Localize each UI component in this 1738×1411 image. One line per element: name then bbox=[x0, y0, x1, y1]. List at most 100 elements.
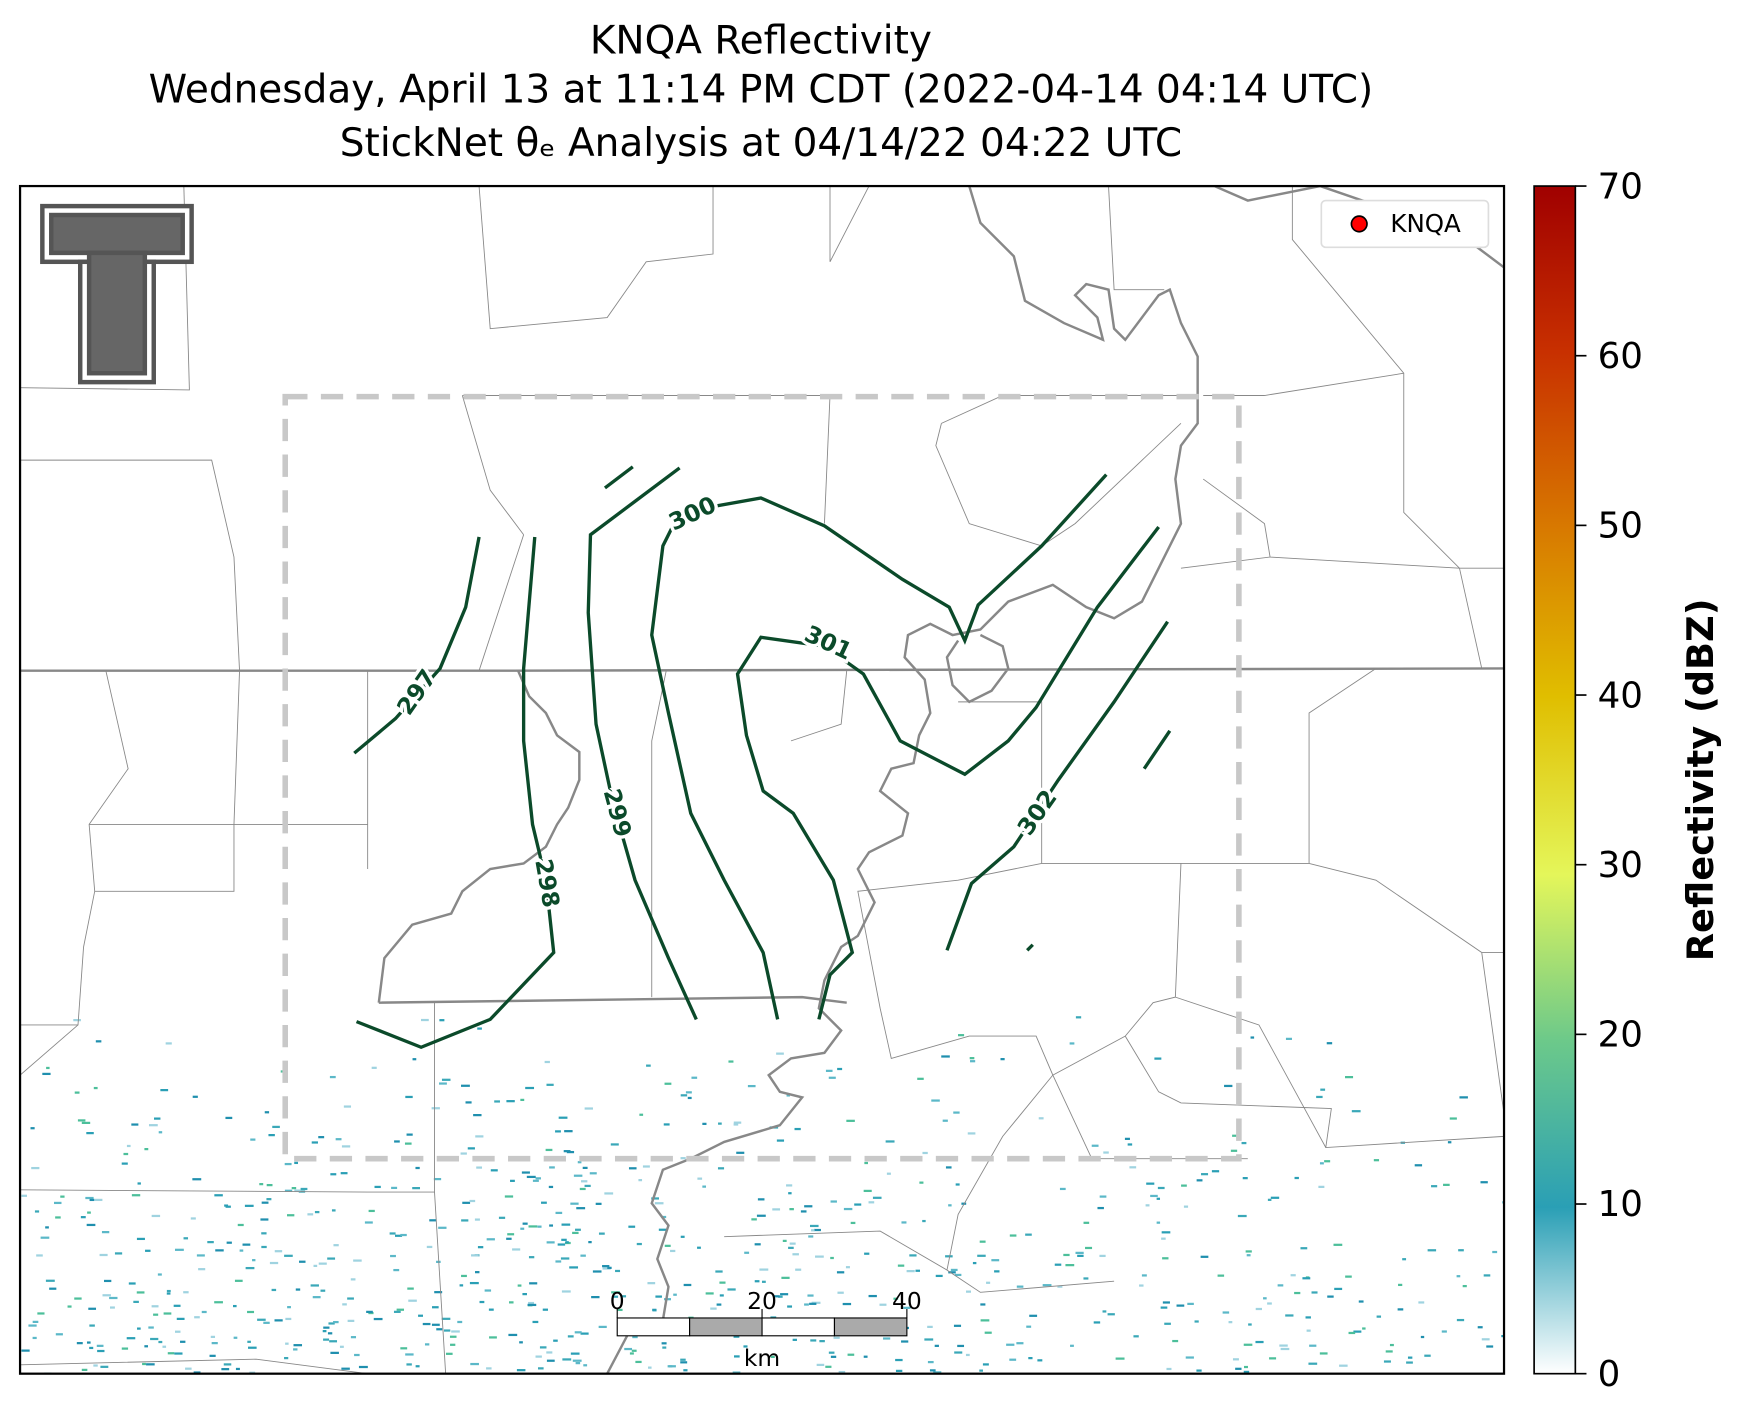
echo bbox=[293, 1344, 303, 1347]
echo bbox=[1242, 1177, 1248, 1180]
echo bbox=[264, 1111, 270, 1114]
echo bbox=[954, 1351, 963, 1354]
echo bbox=[1085, 1246, 1093, 1250]
echo bbox=[160, 1089, 169, 1092]
echo bbox=[45, 1226, 49, 1229]
echo bbox=[1127, 1143, 1133, 1146]
echo bbox=[1431, 1185, 1438, 1188]
echo bbox=[34, 1210, 40, 1213]
echo bbox=[477, 1246, 484, 1249]
echo bbox=[439, 1082, 447, 1085]
echo bbox=[320, 1289, 326, 1292]
echo bbox=[1305, 1316, 1311, 1319]
echo bbox=[663, 1123, 670, 1126]
contour-line bbox=[586, 465, 698, 1021]
scale-label: 0 bbox=[610, 1287, 625, 1315]
echo bbox=[715, 1270, 723, 1273]
echo bbox=[631, 1349, 637, 1352]
echo bbox=[433, 1177, 442, 1181]
scale-bar: 0 20 40 km bbox=[610, 1287, 922, 1372]
echo bbox=[400, 1347, 408, 1350]
echo bbox=[778, 1295, 783, 1298]
echo bbox=[815, 1255, 824, 1258]
echo bbox=[1318, 1185, 1325, 1188]
echo bbox=[30, 1127, 35, 1130]
echo bbox=[683, 1369, 688, 1372]
echo bbox=[1077, 1254, 1084, 1257]
echo bbox=[394, 1140, 400, 1143]
echo bbox=[451, 1330, 460, 1333]
echo bbox=[287, 1214, 295, 1217]
title-line: StickNet θₑ Analysis at 04/14/22 04:22 U… bbox=[340, 121, 1182, 166]
echo bbox=[175, 1330, 181, 1333]
contour-line bbox=[353, 536, 481, 755]
echo bbox=[546, 1351, 553, 1354]
echo bbox=[934, 1344, 939, 1347]
echo bbox=[144, 1147, 149, 1151]
echo bbox=[1042, 1284, 1052, 1287]
echo bbox=[245, 1266, 255, 1270]
echo bbox=[786, 1184, 793, 1187]
echo bbox=[49, 1287, 57, 1290]
echo bbox=[183, 1237, 189, 1240]
echo bbox=[893, 1297, 899, 1300]
echo bbox=[421, 1018, 429, 1022]
echo bbox=[670, 1249, 676, 1253]
echo bbox=[1228, 1321, 1233, 1324]
echo bbox=[329, 1340, 338, 1343]
echo bbox=[366, 1310, 373, 1313]
echo bbox=[553, 1339, 558, 1342]
echo bbox=[371, 1066, 377, 1069]
echo bbox=[580, 1332, 589, 1335]
echo bbox=[1093, 1321, 1101, 1324]
legend-label: KNQA bbox=[1390, 209, 1461, 238]
echo bbox=[136, 1291, 145, 1294]
echo bbox=[573, 1174, 583, 1177]
echo bbox=[507, 1233, 515, 1236]
echo bbox=[393, 1268, 400, 1272]
echo bbox=[294, 1161, 299, 1165]
echo bbox=[1255, 1307, 1262, 1311]
echo bbox=[595, 1202, 602, 1205]
echo bbox=[575, 1228, 581, 1231]
echo bbox=[697, 1246, 701, 1249]
echo bbox=[979, 1240, 986, 1243]
ttu-logo bbox=[40, 203, 194, 385]
echo bbox=[354, 1353, 360, 1357]
echo bbox=[103, 1279, 112, 1283]
echo bbox=[131, 1194, 141, 1197]
echo bbox=[85, 1196, 94, 1200]
echo bbox=[434, 1291, 443, 1294]
echo bbox=[611, 1291, 620, 1294]
echo bbox=[406, 1363, 412, 1366]
echo bbox=[1277, 1284, 1284, 1287]
echo bbox=[1389, 1343, 1394, 1347]
echo bbox=[55, 1333, 63, 1336]
echo bbox=[1353, 1330, 1362, 1333]
echo bbox=[558, 1116, 568, 1119]
echo bbox=[942, 1119, 948, 1122]
echo bbox=[759, 1268, 769, 1271]
legend: KNQA bbox=[1320, 199, 1490, 249]
echo bbox=[1339, 1364, 1348, 1367]
echo bbox=[154, 1117, 161, 1120]
echo bbox=[516, 1369, 526, 1372]
echo bbox=[1069, 1042, 1075, 1045]
echo bbox=[193, 1371, 201, 1374]
echo bbox=[833, 1336, 840, 1339]
echo bbox=[323, 1326, 330, 1329]
echo bbox=[89, 1346, 94, 1350]
echo bbox=[1154, 1057, 1162, 1060]
echo bbox=[537, 1225, 542, 1228]
echo bbox=[661, 1342, 667, 1345]
echo bbox=[374, 1185, 381, 1189]
echo bbox=[546, 1083, 554, 1086]
echo bbox=[126, 1144, 131, 1148]
echo bbox=[460, 1152, 467, 1155]
echo bbox=[950, 1268, 958, 1272]
echo bbox=[734, 1355, 740, 1358]
echo bbox=[1241, 1141, 1247, 1145]
echo bbox=[1250, 1036, 1255, 1039]
echo bbox=[895, 1358, 903, 1362]
